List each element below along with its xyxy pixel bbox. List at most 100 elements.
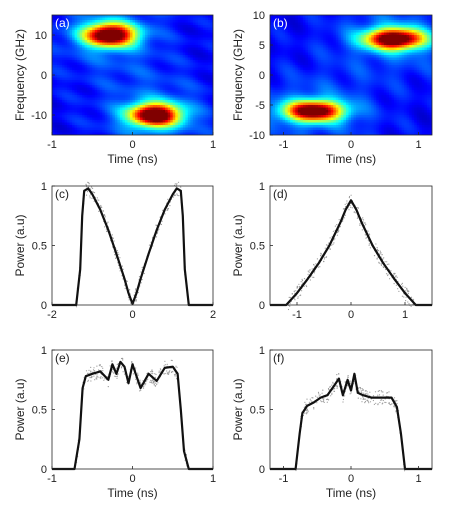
heatmap-cell	[302, 57, 307, 61]
heatmap-cell	[320, 20, 324, 24]
heatmap-cell	[155, 42, 159, 46]
heatmap-cell	[82, 40, 86, 44]
heatmap-cell	[315, 107, 319, 111]
heatmap-cell	[292, 67, 296, 71]
heatmap-cell	[335, 15, 339, 19]
heatmap-cell	[155, 82, 159, 86]
heatmap-cell	[190, 87, 194, 91]
heatmap-cell	[165, 50, 169, 54]
heatmap-cell	[182, 27, 186, 31]
heatmap-cell	[325, 127, 329, 131]
heatmap-cell	[82, 22, 86, 26]
heatmap-cell	[313, 75, 317, 79]
heatmap-cell	[59, 132, 63, 135]
heatmap-cell	[323, 17, 327, 21]
heatmap-cell	[72, 80, 76, 84]
heatmap-cell	[140, 70, 144, 74]
heatmap-cell	[270, 107, 274, 111]
heatmap-cell	[54, 27, 58, 31]
heatmap-cell	[107, 55, 111, 59]
heatmap-cell	[302, 50, 307, 54]
heatmap-cell	[62, 112, 66, 116]
heatmap-cell	[150, 80, 154, 84]
heatmap-cell	[99, 40, 103, 44]
heatmap-cell	[182, 85, 186, 89]
heatmap-cell	[54, 55, 58, 59]
heatmap-cell	[351, 122, 355, 126]
heatmap-cell	[335, 117, 339, 121]
heatmap-cell	[190, 125, 194, 129]
heatmap-cell	[122, 112, 126, 116]
y-axis-label: Frequency (GHz)	[13, 29, 27, 121]
heatmap-cell	[305, 67, 309, 71]
heatmap-cell	[356, 105, 360, 109]
heatmap-cell	[135, 22, 139, 26]
heatmap-cell	[64, 130, 68, 134]
heatmap-cell	[109, 75, 113, 79]
heatmap-cell	[177, 60, 181, 64]
heatmap-cell	[282, 107, 286, 111]
heatmap-cell	[84, 110, 88, 114]
heatmap-cell	[187, 42, 191, 46]
heatmap-cell	[205, 15, 209, 19]
heatmap-cell	[207, 60, 212, 64]
heatmap-cell	[340, 55, 345, 59]
heatmap-cell	[129, 55, 134, 59]
heatmap-cell	[345, 132, 350, 135]
heatmap-cell	[145, 50, 149, 54]
heatmap-cell	[64, 32, 68, 36]
heatmap-cell	[368, 37, 372, 41]
heatmap-cell	[59, 110, 63, 114]
heatmap-cell	[185, 75, 189, 79]
heatmap-cell	[107, 27, 111, 31]
heatmap-cell	[69, 110, 73, 114]
heatmap-cell	[320, 82, 324, 86]
heatmap-cell	[290, 75, 294, 79]
heatmap-cell	[202, 107, 207, 111]
heatmap-cell	[172, 107, 176, 111]
heatmap-cell	[356, 55, 360, 59]
heatmap-cell	[84, 17, 88, 21]
heatmap-cell	[147, 20, 151, 24]
heatmap-cell	[192, 97, 196, 101]
heatmap-cell	[160, 107, 164, 111]
heatmap-cell	[165, 32, 169, 36]
heatmap-cell	[64, 70, 68, 74]
heatmap-cell	[182, 20, 186, 24]
heatmap-cell	[117, 97, 121, 101]
heatmap-cell	[67, 65, 71, 69]
heatmap-cell	[185, 95, 189, 99]
heatmap-cell	[94, 47, 98, 51]
heatmap-cell	[328, 22, 332, 26]
heatmap-cell	[275, 42, 279, 46]
heatmap-cell	[202, 55, 207, 59]
heatmap-cell	[172, 32, 176, 36]
heatmap-cell	[353, 35, 357, 39]
heatmap-cell	[340, 45, 345, 49]
heatmap-cell	[210, 95, 213, 99]
heatmap-cell	[82, 112, 86, 116]
heatmap-cell	[205, 117, 209, 121]
heatmap-cell	[280, 47, 284, 51]
heatmap-cell	[202, 22, 207, 26]
heatmap-cell	[210, 105, 213, 109]
heatmap-cell	[119, 110, 124, 114]
heatmap-cell	[160, 72, 164, 76]
heatmap-cell	[135, 120, 139, 124]
heatmap-cell	[361, 127, 365, 131]
heatmap-cell	[52, 62, 56, 66]
heatmap-cell	[74, 52, 78, 56]
heatmap-cell	[292, 35, 296, 39]
heatmap-cell	[64, 112, 68, 116]
heatmap-cell	[137, 40, 141, 44]
heatmap-cell	[119, 122, 124, 126]
heatmap-cell	[338, 25, 342, 29]
heatmap-cell	[323, 52, 327, 56]
heatmap-cell	[84, 27, 88, 31]
heatmap-cell	[310, 35, 314, 39]
heatmap-cell	[315, 55, 319, 59]
heatmap-cell	[119, 87, 124, 91]
heatmap-cell	[172, 130, 176, 134]
heatmap-cell	[351, 75, 355, 79]
heatmap-cell	[82, 15, 86, 19]
